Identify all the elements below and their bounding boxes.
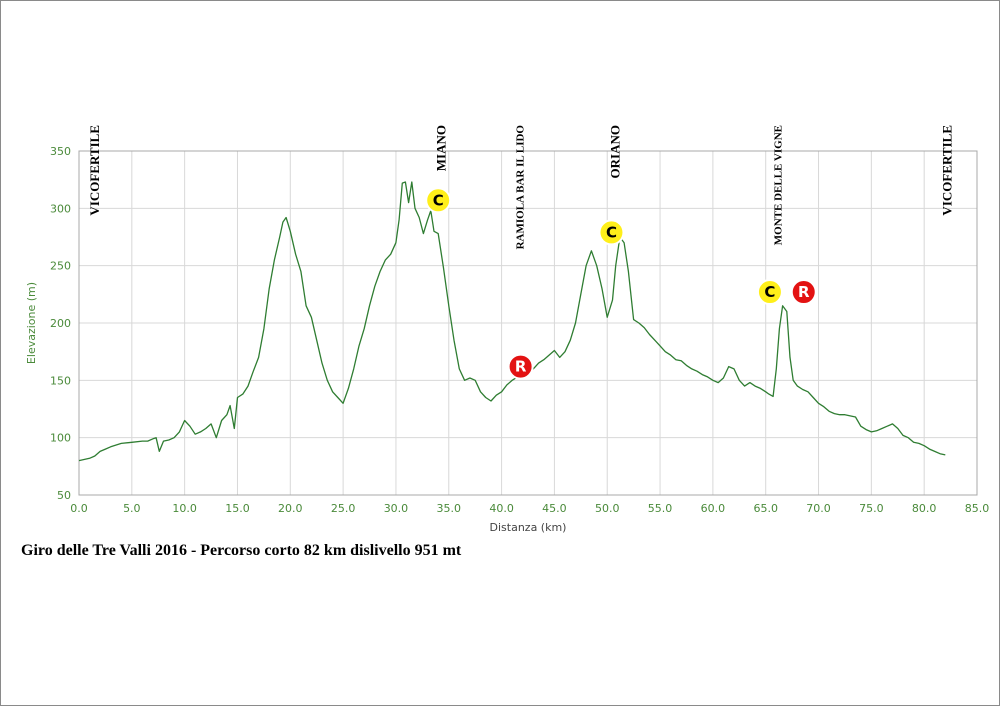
marker-letter: C — [764, 283, 775, 301]
y-axis-title: Elevazione (m) — [25, 282, 38, 364]
chart-grid — [78, 150, 978, 496]
place-label: VICOFERTILE — [939, 125, 954, 216]
y-axis-ticks: 50 100 150 200 250 300 350 — [50, 145, 71, 502]
x-tick-label: 50.0 — [595, 502, 620, 515]
climb-marker: C — [598, 219, 625, 246]
refresh-marker: R — [790, 279, 817, 306]
x-tick-label: 75.0 — [859, 502, 884, 515]
marker-letter: R — [515, 358, 527, 376]
x-tick-label: 25.0 — [331, 502, 356, 515]
y-tick-label: 350 — [50, 145, 71, 158]
x-tick-label: 80.0 — [912, 502, 937, 515]
elevation-chart: 50 100 150 200 250 300 350 0.0 5.0 10.0 15.0 20.0 2… — [25, 125, 989, 534]
climb-marker: C — [756, 279, 783, 306]
x-tick-label: 15.0 — [225, 502, 250, 515]
x-tick-label: 10.0 — [172, 502, 197, 515]
x-tick-label: 65.0 — [753, 502, 778, 515]
marker-letter: C — [606, 223, 617, 241]
place-labels: VICOFERTILE MIANO RAMIOLA BAR IL LIDO ORIAN… — [87, 125, 955, 250]
climb-marker: C — [425, 187, 452, 214]
x-tick-label: 45.0 — [542, 502, 567, 515]
y-tick-label: 250 — [50, 260, 71, 273]
x-tick-label: 20.0 — [278, 502, 303, 515]
x-tick-label: 30.0 — [384, 502, 409, 515]
x-axis-ticks: 0.0 5.0 10.0 15.0 20.0 25.0 30.0 35.0 40.0 45.0 50… — [70, 502, 989, 515]
y-tick-label: 300 — [50, 202, 71, 215]
x-tick-label: 40.0 — [489, 502, 514, 515]
x-tick-label: 85.0 — [965, 502, 990, 515]
x-tick-label: 70.0 — [806, 502, 831, 515]
marker-letter: C — [433, 191, 444, 209]
x-axis-title: Distanza (km) — [490, 521, 567, 534]
marker-letter: R — [798, 283, 810, 301]
x-tick-label: 35.0 — [437, 502, 462, 515]
x-tick-label: 55.0 — [648, 502, 673, 515]
place-label: VICOFERTILE — [87, 125, 102, 216]
place-label: ORIANO — [608, 125, 623, 178]
place-label: MONTE DELLE VIGNE — [772, 125, 784, 245]
y-tick-label: 150 — [50, 374, 71, 387]
y-tick-label: 50 — [57, 489, 71, 502]
marker-circle — [598, 219, 625, 246]
marker-circle — [507, 353, 534, 380]
marker-circle — [790, 279, 817, 306]
refresh-marker: R — [507, 353, 534, 380]
y-tick-label: 200 — [50, 317, 71, 330]
route-markers: C R C C R — [425, 187, 817, 380]
x-tick-label: 0.0 — [70, 502, 88, 515]
place-label: RAMIOLA BAR IL LIDO — [515, 125, 527, 250]
y-tick-label: 100 — [50, 432, 71, 445]
x-tick-label: 60.0 — [701, 502, 726, 515]
x-tick-label: 5.0 — [123, 502, 141, 515]
elevation-profile-line — [78, 181, 946, 462]
place-label: MIANO — [433, 125, 448, 171]
marker-circle — [756, 279, 783, 306]
chart-caption: Giro delle Tre Valli 2016 - Percorso cor… — [21, 542, 462, 559]
plot-area-frame — [78, 150, 978, 496]
marker-circle — [425, 187, 452, 214]
